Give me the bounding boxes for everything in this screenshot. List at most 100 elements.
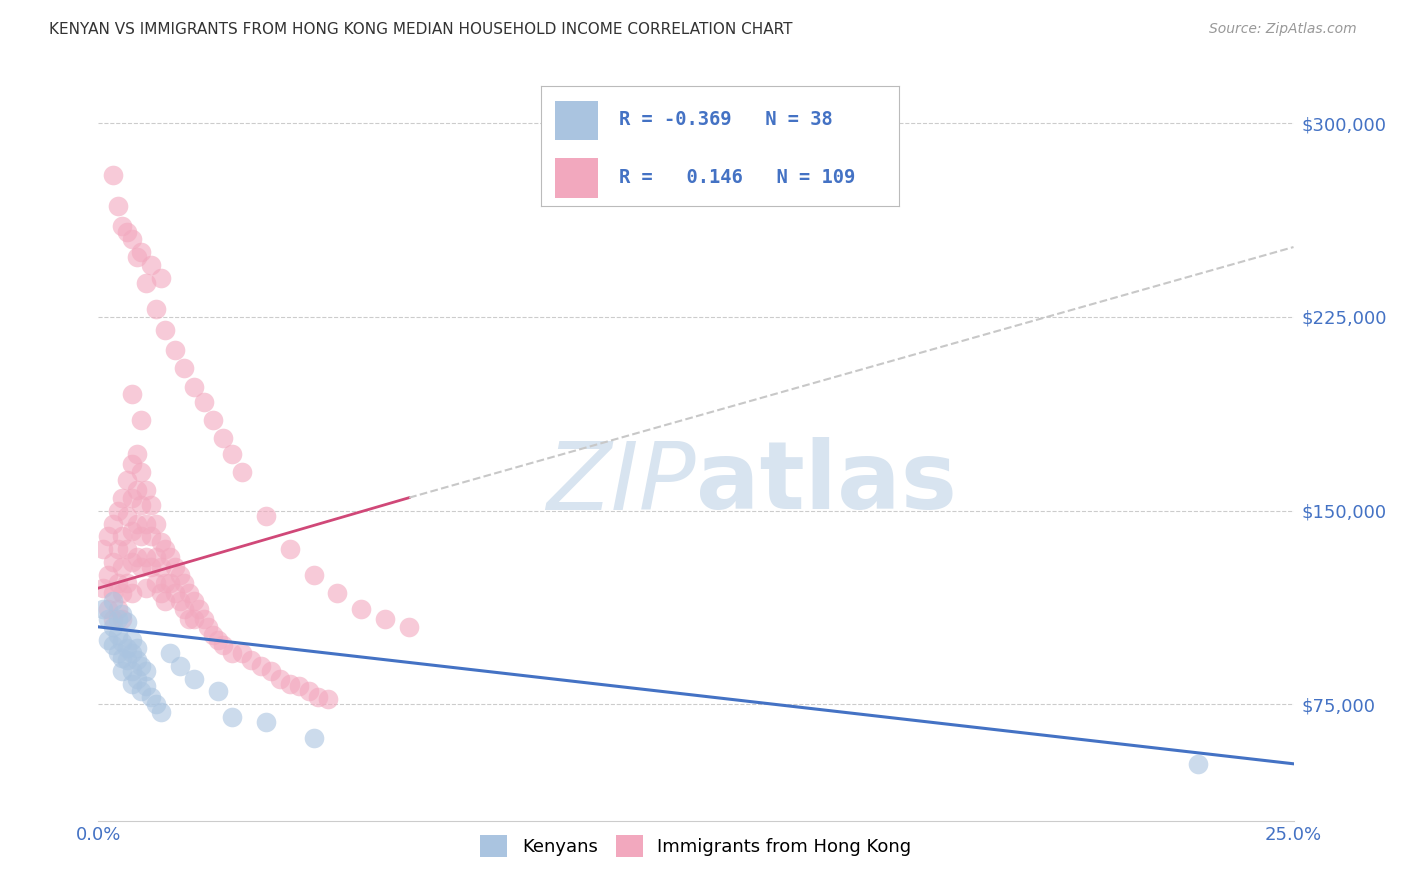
Point (169, 594, 191, 608)
Point (231, 646, 253, 660)
Point (121, 491, 143, 505)
Point (139, 499, 162, 513)
Point (179, 586, 201, 600)
Point (111, 219, 134, 234)
Point (115, 653, 138, 667)
Point (202, 413, 225, 427)
Point (163, 343, 186, 358)
Point (145, 516, 167, 531)
Point (159, 576, 181, 591)
Point (259, 664, 281, 678)
Point (221, 646, 243, 660)
Point (107, 627, 129, 641)
Point (101, 638, 124, 652)
Point (111, 664, 134, 678)
Point (115, 640, 138, 655)
Point (121, 646, 143, 660)
Point (131, 658, 153, 673)
Point (91, 542, 114, 557)
Point (139, 560, 162, 574)
Point (135, 550, 157, 565)
Point (115, 473, 138, 487)
Text: KENYAN VS IMMIGRANTS FROM HONG KONG MEDIAN HOUSEHOLD INCOME CORRELATION CHART: KENYAN VS IMMIGRANTS FROM HONG KONG MEDI… (49, 22, 793, 37)
Point (149, 534, 172, 549)
Point (107, 646, 129, 660)
Point (169, 658, 191, 673)
Point (121, 664, 143, 678)
Point (97, 529, 120, 543)
Point (115, 508, 138, 523)
Point (231, 465, 253, 479)
Point (173, 576, 195, 591)
Point (350, 601, 373, 615)
Point (131, 413, 153, 427)
Point (115, 542, 138, 557)
Point (125, 447, 148, 461)
Point (159, 550, 181, 565)
Text: Source: ZipAtlas.com: Source: ZipAtlas.com (1209, 22, 1357, 37)
Point (278, 676, 301, 690)
Point (125, 640, 148, 655)
Point (155, 594, 177, 608)
Point (135, 581, 157, 595)
Point (111, 635, 134, 649)
Point (254, 508, 277, 523)
Point (187, 601, 209, 615)
Point (101, 620, 124, 634)
Point (163, 560, 186, 574)
Point (101, 586, 124, 600)
Point (155, 576, 177, 591)
Point (240, 653, 263, 667)
Point (163, 586, 186, 600)
Point (139, 258, 162, 272)
Point (145, 550, 167, 565)
Point (173, 361, 195, 376)
Point (250, 658, 273, 673)
Point (101, 168, 124, 182)
Point (111, 560, 134, 574)
Point (183, 672, 205, 686)
Point (115, 615, 138, 629)
Point (307, 690, 329, 704)
Point (125, 251, 148, 265)
Point (145, 301, 167, 316)
Point (149, 271, 172, 285)
Point (193, 612, 215, 626)
Point (139, 529, 162, 543)
Point (107, 601, 129, 615)
Point (211, 431, 233, 445)
Point (121, 555, 143, 569)
Point (207, 684, 229, 698)
Point (125, 653, 148, 667)
Point (101, 516, 124, 531)
Point (121, 524, 143, 539)
Point (183, 612, 205, 626)
Point (131, 245, 153, 260)
Point (398, 620, 420, 634)
Point (111, 491, 134, 505)
Point (107, 542, 129, 557)
Point (97, 568, 120, 582)
Point (111, 607, 134, 621)
Point (101, 612, 124, 626)
Point (193, 395, 215, 409)
Point (131, 560, 153, 574)
Point (135, 277, 157, 291)
Point (374, 612, 396, 626)
Point (101, 594, 124, 608)
Point (145, 698, 167, 712)
Point (101, 555, 124, 569)
Point (302, 568, 325, 582)
Point (179, 612, 201, 626)
Point (111, 586, 134, 600)
Text: ZIP: ZIP (547, 438, 696, 529)
Point (131, 684, 153, 698)
Point (107, 503, 129, 517)
Point (269, 672, 291, 686)
Point (145, 576, 167, 591)
Point (197, 620, 219, 634)
Point (135, 664, 157, 678)
Point (125, 516, 148, 531)
Legend: Kenyans, Immigrants from Hong Kong: Kenyans, Immigrants from Hong Kong (474, 828, 918, 864)
Point (135, 679, 157, 693)
